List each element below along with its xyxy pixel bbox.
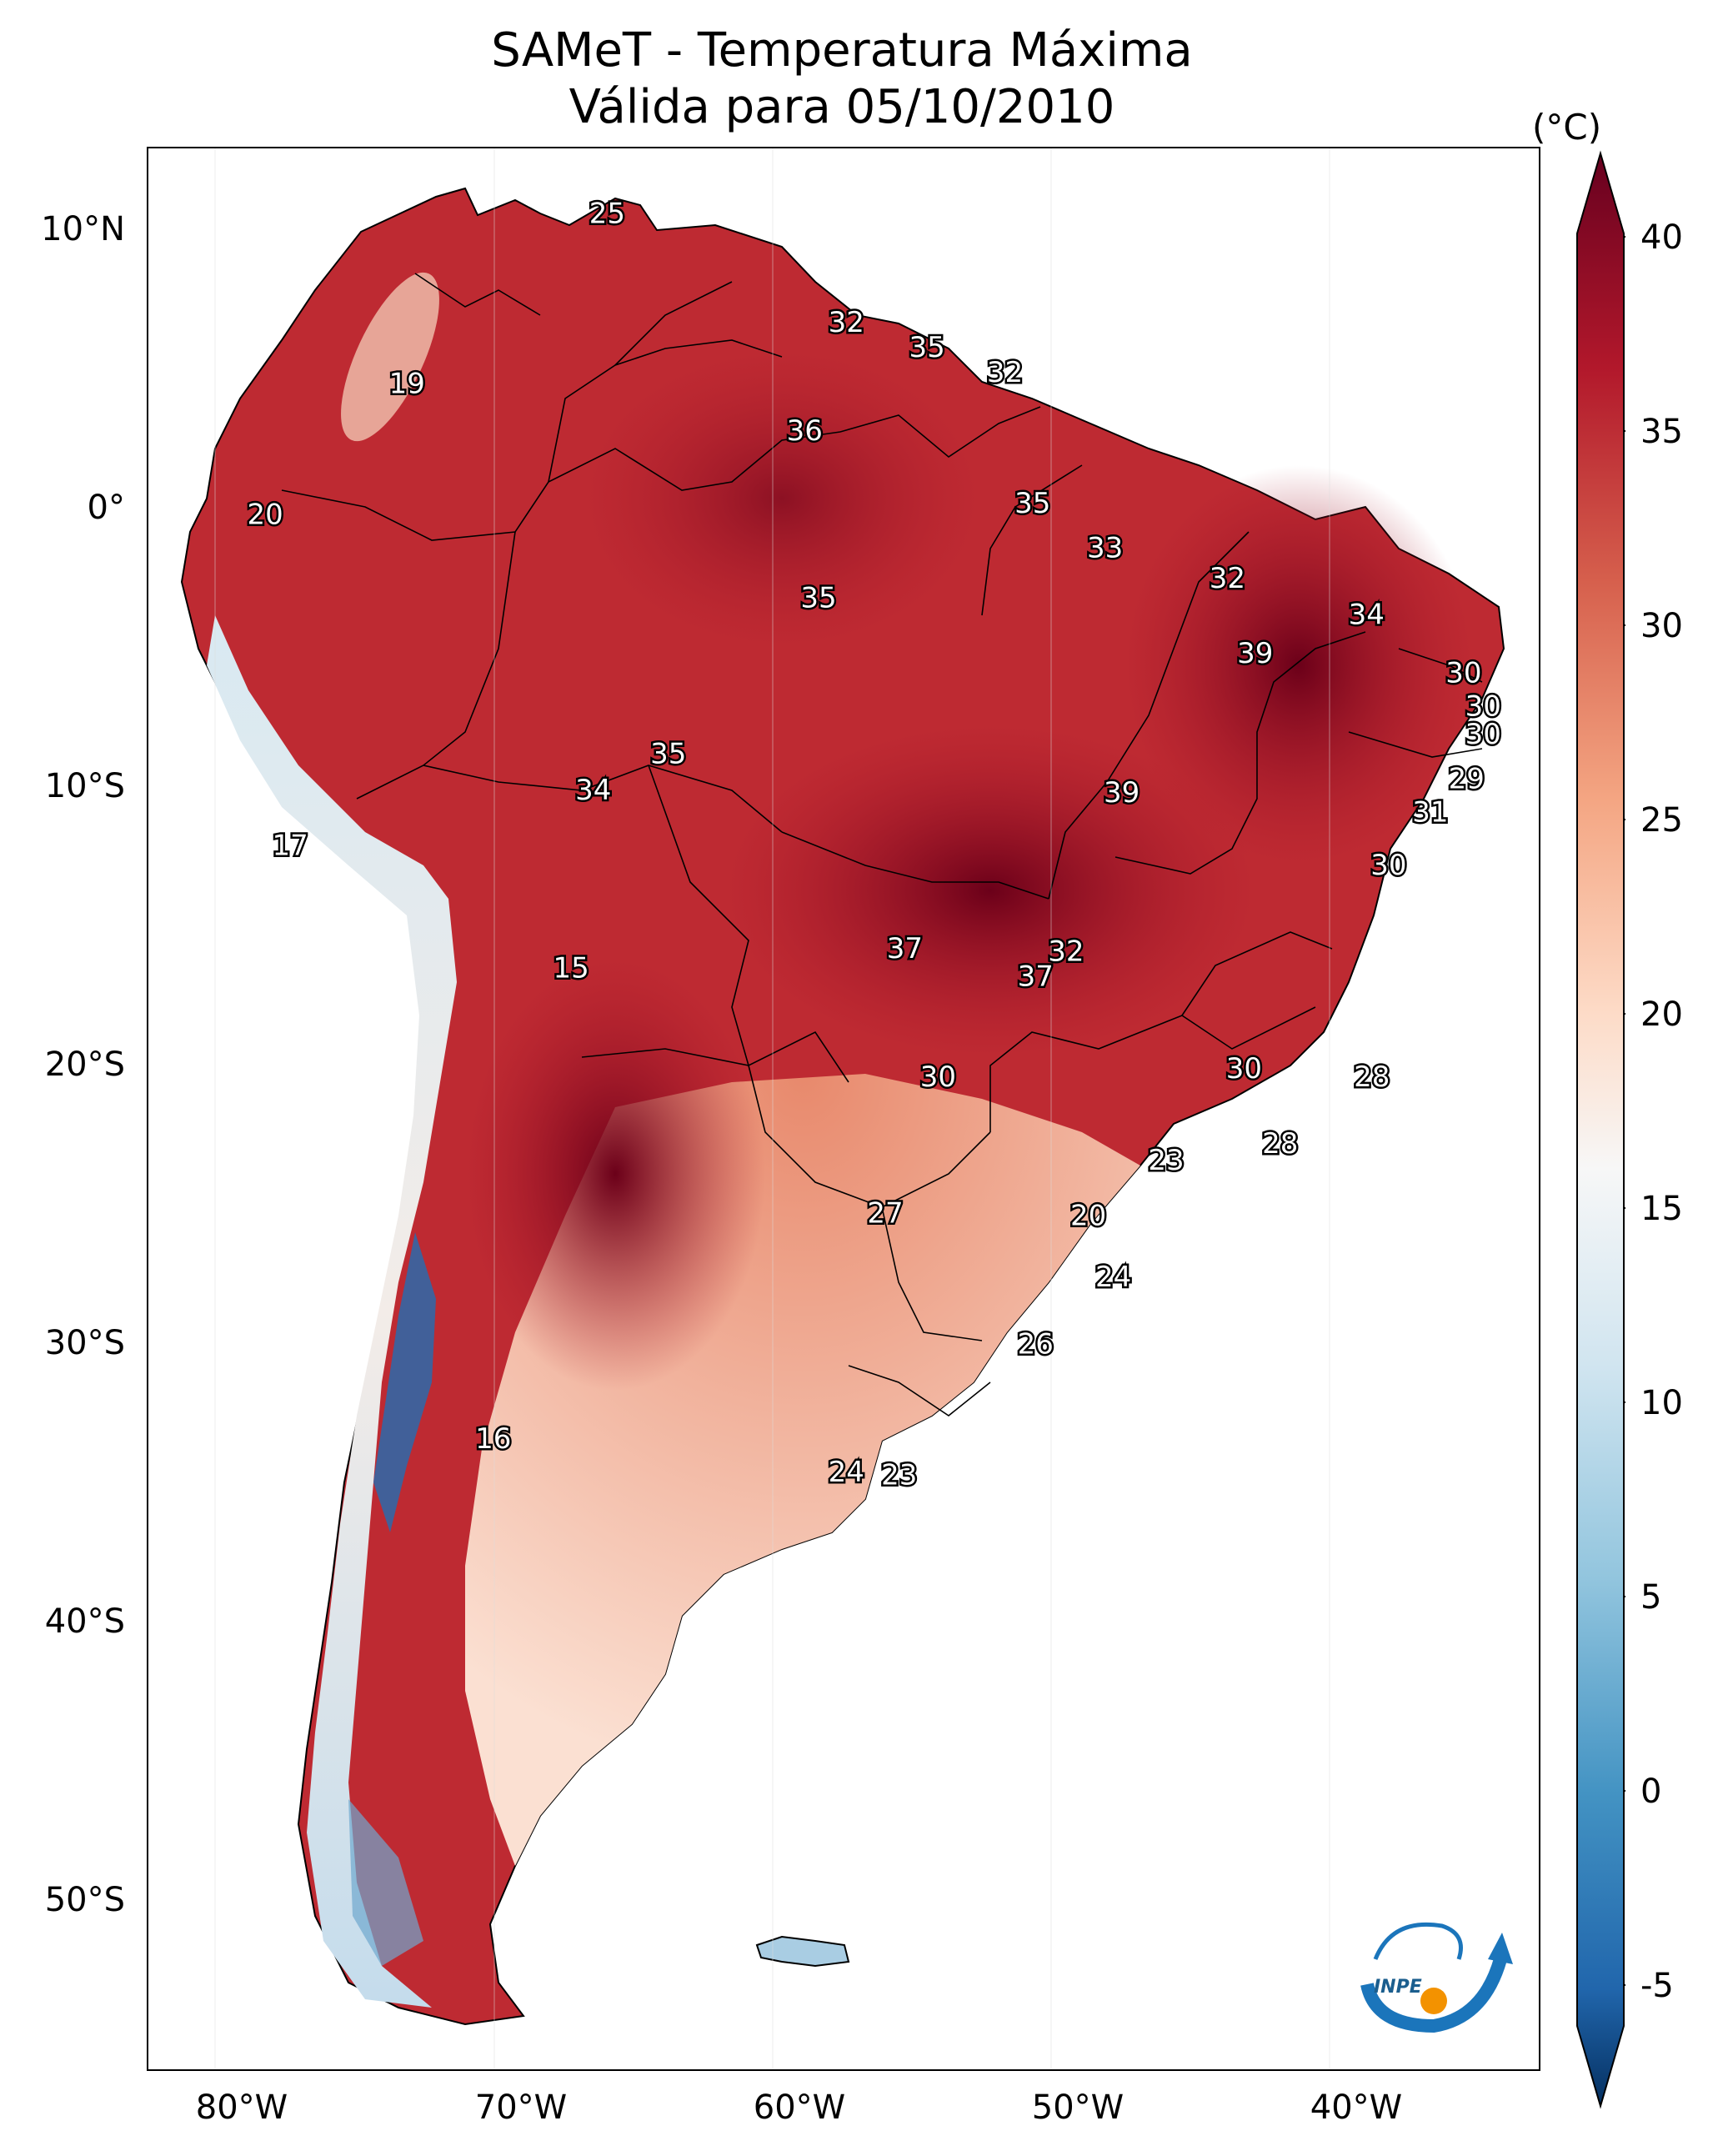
colorbar-tick: -5 <box>1640 1967 1674 2005</box>
patagonia-cold <box>348 1799 423 1966</box>
temperature-label: 28 <box>1354 1060 1390 1094</box>
hot-core-center <box>724 724 1257 1057</box>
x-tick: 40°W <box>1310 2088 1403 2127</box>
y-tick: 30°S <box>44 1324 125 1362</box>
temperature-label: 31 <box>1412 796 1448 830</box>
point-labels: 2519323532363533323439203530303029313534… <box>245 195 1503 1494</box>
temperature-label: 16 <box>475 1422 511 1456</box>
temperature-label: 30 <box>920 1060 956 1094</box>
temperature-label: 15 <box>553 952 589 985</box>
colorbar-tick: 25 <box>1640 801 1683 840</box>
temperature-label: 37 <box>887 932 923 965</box>
temperature-label: 35 <box>800 581 836 614</box>
temperature-label: 34 <box>1349 599 1385 632</box>
temperature-label: 35 <box>650 737 686 770</box>
x-tick: 80°W <box>195 2088 288 2127</box>
colombia-highlands <box>341 272 439 442</box>
temperature-label: 30 <box>1465 690 1501 724</box>
hot-core-north <box>582 348 982 649</box>
temperature-label: 24 <box>829 1456 864 1489</box>
colorbar-tick: 5 <box>1640 1578 1662 1617</box>
y-tick: 20°S <box>44 1045 125 1084</box>
x-tick: 70°W <box>474 2088 568 2127</box>
graticule <box>214 148 1330 2069</box>
temperature-label: 26 <box>1018 1327 1054 1361</box>
hot-core-chaco <box>465 957 765 1391</box>
falkland-islands <box>755 1935 850 1968</box>
temperature-label: 32 <box>987 356 1023 389</box>
map-area: 25 19 32 35 32 36 35 33 32 34 39 20 35 30 30 30 29 31 35 34… <box>147 147 1540 2071</box>
colorbar-tick: 0 <box>1640 1772 1662 1811</box>
y-tick: 0° <box>87 489 125 527</box>
temperature-label: 19 <box>389 367 425 400</box>
hot-core-northeast <box>1124 465 1474 865</box>
temperature-map: 2519323532363533323439203530303029313534… <box>180 148 1505 2069</box>
map-subtitle: Válida para 05/10/2010 <box>568 80 1115 134</box>
colorbar-tick: 40 <box>1640 218 1683 257</box>
temperature-label: 39 <box>1104 776 1139 810</box>
temperature-label: 23 <box>1148 1144 1184 1177</box>
andes-cool-band <box>207 615 457 2008</box>
temperature-label: 28 <box>1262 1127 1298 1161</box>
colorbar-tick: 20 <box>1640 995 1683 1034</box>
temperature-label: 39 <box>1237 637 1273 670</box>
temperature-label: 20 <box>247 498 283 531</box>
temperature-label: 23 <box>881 1458 917 1492</box>
x-tick: 50°W <box>1031 2088 1124 2127</box>
temperature-label: 36 <box>787 414 823 448</box>
temperature-label: 35 <box>1014 487 1050 520</box>
temperature-label: 30 <box>1370 849 1406 882</box>
temperature-label: 30 <box>1465 718 1501 751</box>
country-borders <box>281 273 1483 1416</box>
map-title: SAMeT - Temperatura Máxima <box>491 23 1193 78</box>
y-tick: 40°S <box>44 1602 125 1641</box>
temperature-label: 32 <box>829 306 864 339</box>
colorbar-tick: 15 <box>1640 1190 1683 1228</box>
temperature-label: 30 <box>1445 657 1481 690</box>
colorbar-unit: (°C) <box>1532 107 1602 148</box>
temperature-label: 33 <box>1087 531 1123 564</box>
temperature-label: 30 <box>1226 1052 1262 1086</box>
andes-cold-core <box>373 1232 436 1532</box>
temperature-label: 34 <box>575 774 611 807</box>
temperature-label: 29 <box>1449 763 1485 796</box>
logo-text: INPE <box>1374 1977 1422 1998</box>
temperature-label: 35 <box>909 331 944 364</box>
temperature-label: 17 <box>272 830 308 863</box>
inpe-logo: INPE <box>1360 1922 1513 2033</box>
temperature-label: 32 <box>1210 562 1245 595</box>
y-tick: 10°N <box>41 210 125 248</box>
y-tick: 10°S <box>44 767 125 805</box>
temperature-label: 24 <box>1095 1261 1131 1294</box>
temperature-label: 20 <box>1070 1200 1106 1233</box>
colorbar-tick: 35 <box>1640 413 1683 451</box>
temperature-label: 32 <box>1048 935 1084 969</box>
temperature-label: 25 <box>589 198 625 231</box>
x-tick: 60°W <box>753 2088 846 2127</box>
y-tick: 50°S <box>44 1881 125 1919</box>
colorbar-tick: 30 <box>1640 607 1683 645</box>
temperature-label: 37 <box>1018 960 1054 994</box>
colorbar <box>1576 150 1625 2109</box>
temperature-label: 27 <box>867 1196 903 1230</box>
colorbar-tick: 10 <box>1640 1384 1683 1422</box>
